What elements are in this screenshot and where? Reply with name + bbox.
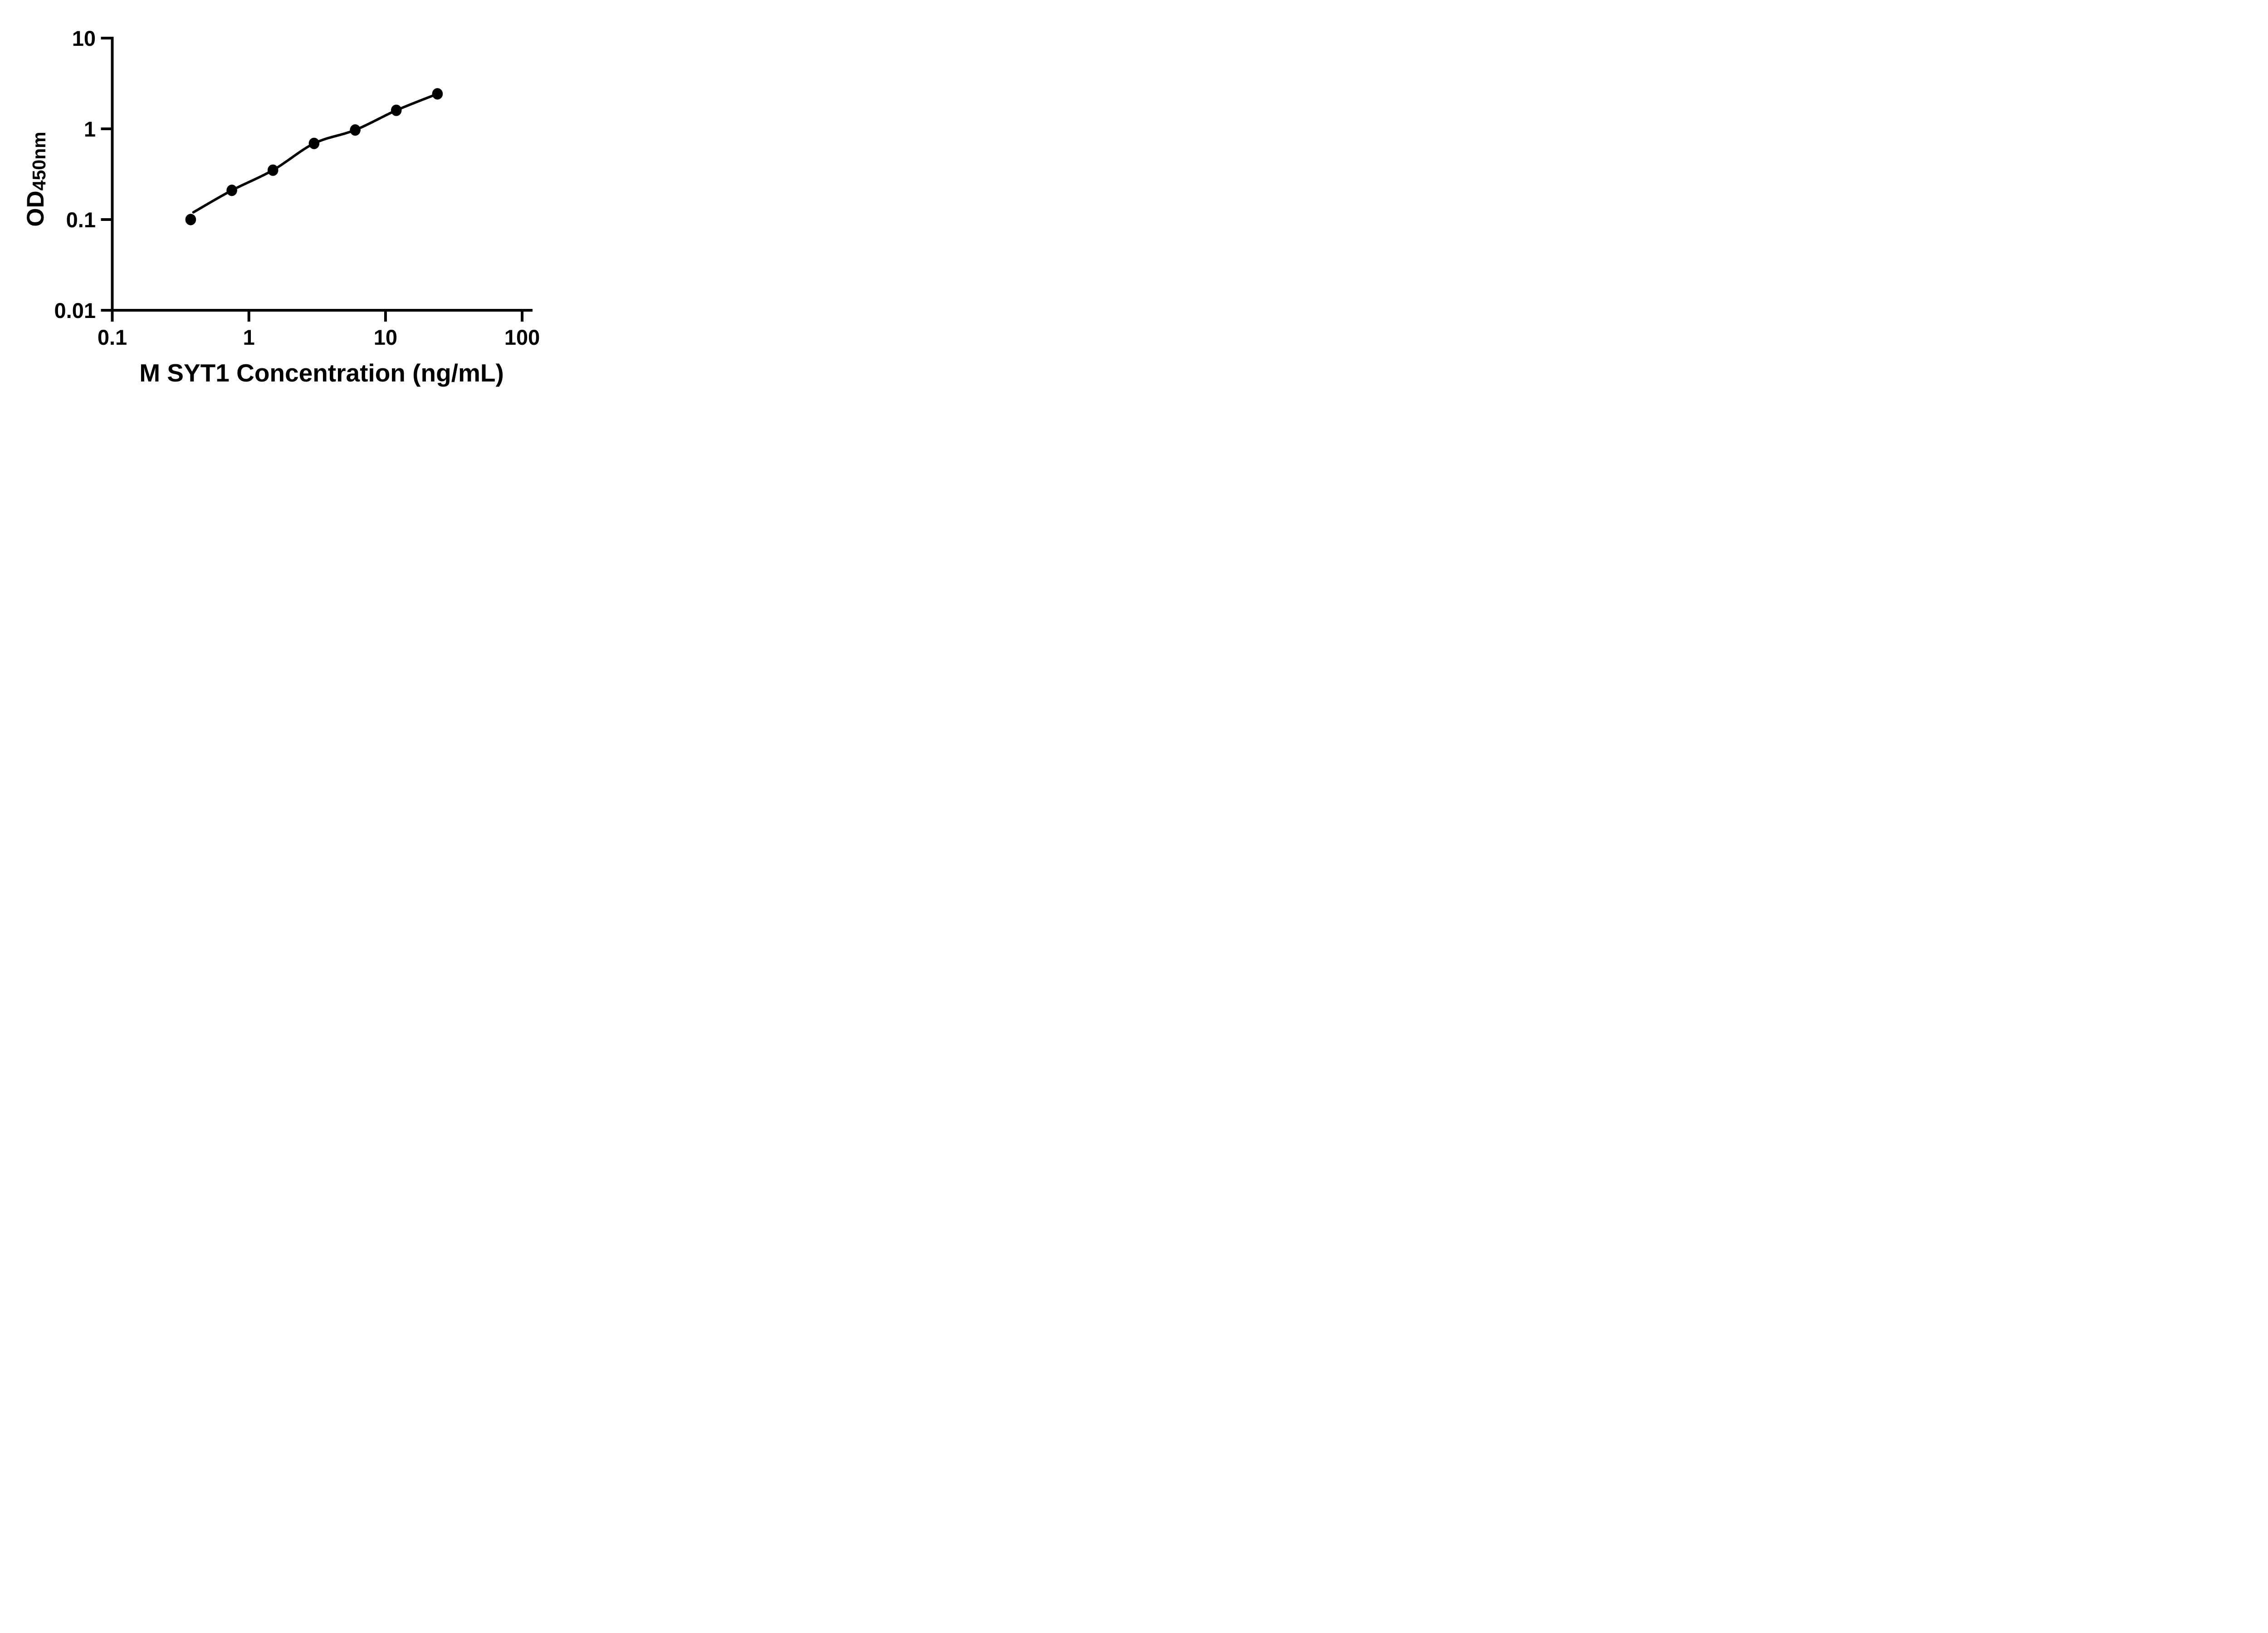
x-tick-label: 10 — [374, 325, 397, 349]
data-point — [226, 185, 237, 196]
x-axis-ticks — [111, 312, 524, 322]
data-point — [432, 88, 443, 100]
y-tick-label: 10 — [72, 26, 96, 50]
x-axis-tick-labels: 0.1 1 10 100 — [98, 325, 540, 349]
data-point — [391, 104, 402, 116]
data-point — [308, 137, 320, 149]
y-tick-label: 0.1 — [66, 208, 96, 232]
data-point — [350, 124, 361, 136]
data-points-group — [185, 88, 443, 225]
y-axis-title-subscript: 450nm — [29, 132, 49, 191]
x-axis-title: M SYT1 Concentration (ng/mL) — [139, 359, 504, 387]
elisa-standard-curve-figure: 0.1 1 10 100 0.01 0.1 1 10 M SYT1 Concentratio… — [0, 0, 583, 408]
x-tick-label: 100 — [504, 325, 540, 349]
y-axis-title-main: OD — [22, 191, 49, 227]
y-axis-title: OD450nm — [22, 132, 49, 226]
x-tick-label: 1 — [243, 325, 255, 349]
y-axis-tick-labels: 0.01 0.1 1 10 — [54, 26, 96, 323]
data-point — [267, 164, 279, 176]
data-point — [185, 214, 196, 225]
x-tick-label: 0.1 — [98, 325, 127, 349]
y-axis-ticks — [101, 37, 111, 312]
y-tick-label: 0.01 — [54, 298, 96, 323]
y-tick-label: 1 — [84, 117, 96, 141]
